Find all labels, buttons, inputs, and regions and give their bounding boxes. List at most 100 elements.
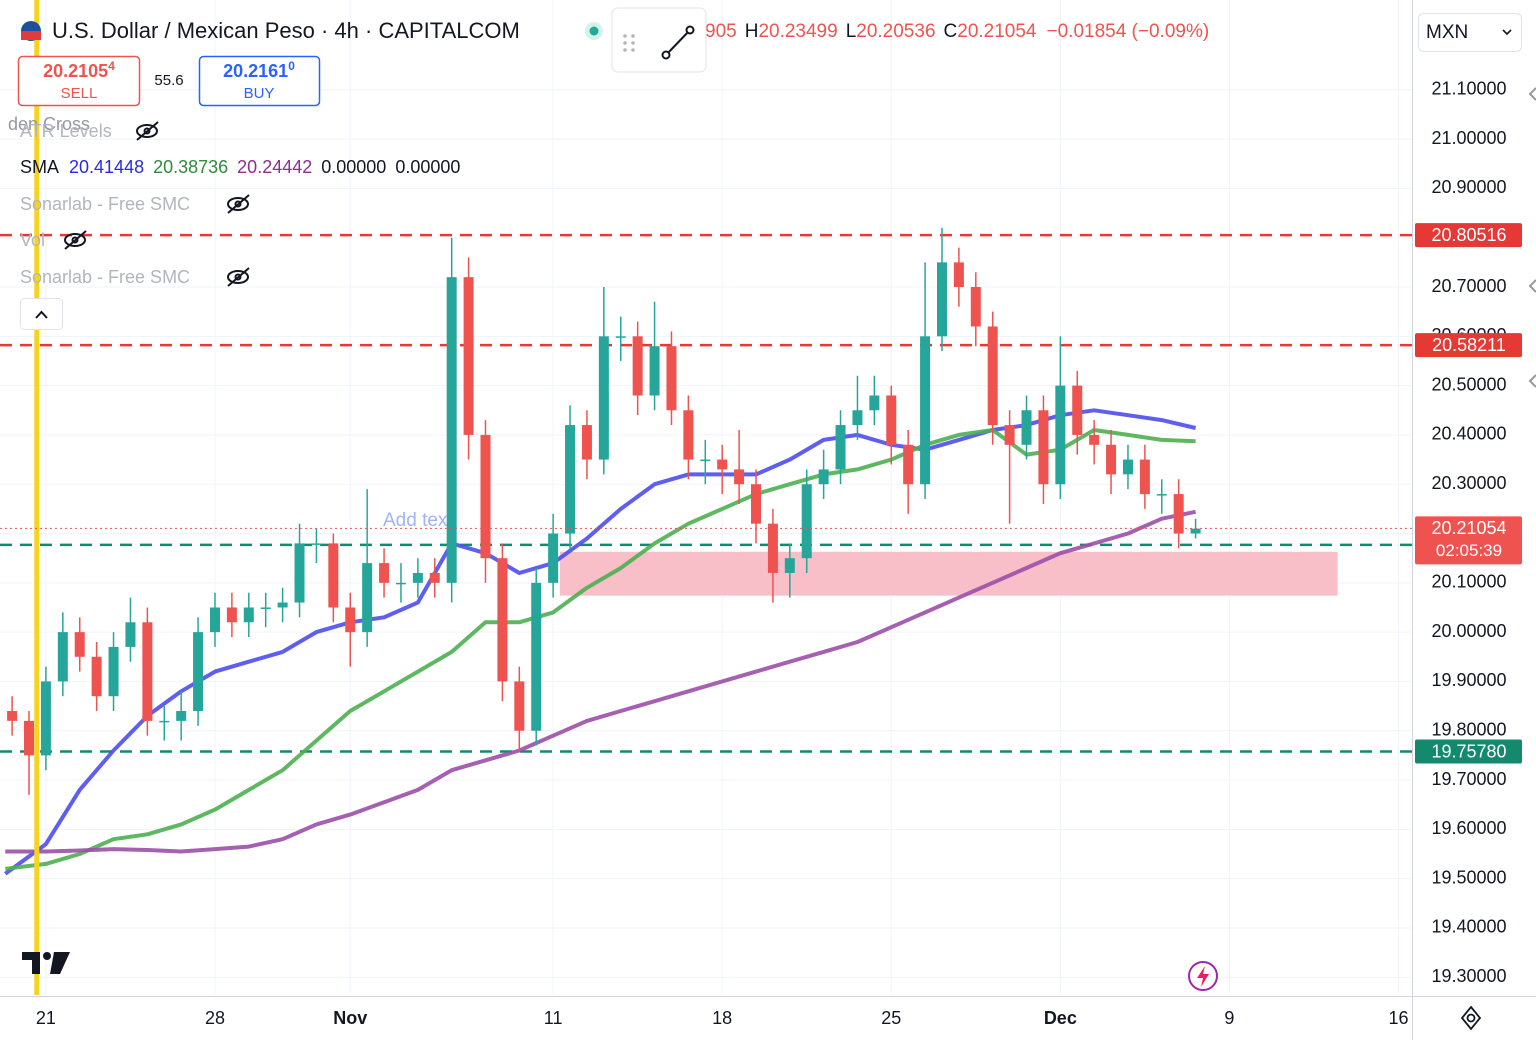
candle-body xyxy=(717,459,728,470)
buy-label[interactable]: BUY xyxy=(244,85,275,102)
support-zone xyxy=(559,551,1338,596)
x-tick-label: 21 xyxy=(36,1008,56,1028)
buy-button[interactable]: 20.21610 BUY xyxy=(198,55,321,107)
sell-price-main[interactable]: 20.2105 xyxy=(43,61,108,81)
sma-line xyxy=(4,408,1197,876)
candle-body xyxy=(480,434,491,559)
indicator-name[interactable]: Sonarlab - Free SMC xyxy=(20,194,190,214)
candle-body xyxy=(24,720,35,756)
y-tick-label: 19.30000 xyxy=(1431,966,1506,986)
scroll-arrow[interactable] xyxy=(1528,87,1536,101)
indicator-name[interactable]: Sonarlab - Free SMC xyxy=(20,267,190,287)
candle-body xyxy=(869,395,880,411)
candle-body xyxy=(1190,528,1201,534)
time-axis-bg xyxy=(0,996,1536,1040)
drag-handle[interactable] xyxy=(623,34,635,52)
scroll-arrow[interactable] xyxy=(1528,374,1536,388)
level-label-box xyxy=(1415,333,1522,358)
plot-area: Add text xyxy=(0,0,1412,995)
hidden-icon[interactable] xyxy=(136,121,159,141)
y-tick-label: 21.00000 xyxy=(1431,128,1506,148)
x-tick-label: 9 xyxy=(1224,1008,1234,1028)
sell-price-pip[interactable]: 4 xyxy=(108,59,115,73)
candle-body xyxy=(209,607,220,633)
current-price-label: 20.21054 xyxy=(1431,518,1506,538)
indicator-name[interactable]: SMA xyxy=(20,157,59,177)
candle-body xyxy=(514,681,525,731)
sma-line xyxy=(5,428,1196,871)
y-tick-label: 20.70000 xyxy=(1431,276,1506,296)
drawing-toolbar[interactable] xyxy=(611,7,707,73)
candle-body xyxy=(835,425,846,470)
candle-body xyxy=(531,582,542,731)
indicator-name[interactable]: Vol xyxy=(20,230,45,250)
y-tick-label: 19.40000 xyxy=(1431,917,1506,937)
indicator-name[interactable]: den Cross xyxy=(8,114,90,134)
level-label: 20.80516 xyxy=(1431,225,1506,245)
candle-body xyxy=(1122,459,1133,475)
ohlc-low-label: L xyxy=(846,21,857,42)
sell-label[interactable]: SELL xyxy=(61,85,98,102)
candle-body xyxy=(1038,410,1049,485)
candle-body xyxy=(751,484,762,524)
collapse-chevron[interactable] xyxy=(35,310,48,319)
sell-button[interactable]: 20.21054 SELL xyxy=(17,55,141,107)
sell-box[interactable] xyxy=(17,55,141,107)
currency-selector[interactable]: MXN xyxy=(1418,13,1522,52)
candle-body xyxy=(176,711,187,721)
countdown: 02:05:39 xyxy=(1436,541,1502,560)
buy-price-main[interactable]: 20.2161 xyxy=(223,61,288,81)
alert-icon[interactable] xyxy=(1188,961,1218,991)
collapse-button[interactable] xyxy=(20,298,63,330)
toolbar-box[interactable] xyxy=(611,7,707,73)
x-tick-label: 28 xyxy=(205,1008,225,1028)
dropdown-arrow[interactable] xyxy=(1502,29,1512,36)
candle-body xyxy=(1106,444,1117,475)
sma-legend[interactable]: SMA 20.41448 20.38736 20.24442 0.00000 0.0000… xyxy=(20,157,460,177)
ohlc: 905 H20.23499 L20.20536 C20.21054 −0.01854 (… xyxy=(705,21,1209,42)
candle-body xyxy=(260,607,271,609)
candle-body xyxy=(311,543,322,545)
trend-line-icon[interactable] xyxy=(665,29,691,56)
sell-price[interactable]: 20.21054 xyxy=(43,59,115,81)
candle-body xyxy=(1173,494,1184,534)
trend-line-handle[interactable] xyxy=(685,25,695,35)
settings-icon[interactable] xyxy=(1460,1005,1482,1031)
buy-box[interactable] xyxy=(198,55,321,107)
candle-body xyxy=(1072,385,1083,435)
x-tick-label: 16 xyxy=(1388,1008,1408,1028)
candle-body xyxy=(700,459,711,462)
currency[interactable]: MXN xyxy=(1426,22,1468,43)
y-tick-label: 19.70000 xyxy=(1431,769,1506,789)
hidden-icon[interactable] xyxy=(227,194,250,214)
candle-body xyxy=(649,346,660,396)
candle-body xyxy=(801,484,812,559)
y-tick-label: 19.50000 xyxy=(1431,867,1506,887)
candle-body xyxy=(193,632,204,712)
y-tick-label: 21.10000 xyxy=(1431,79,1506,99)
collapse-box[interactable] xyxy=(20,298,63,330)
candle-body xyxy=(463,277,474,435)
trend-line-handle[interactable] xyxy=(661,50,671,60)
buy-price-pip[interactable]: 0 xyxy=(288,59,295,73)
candle-body xyxy=(818,469,829,485)
hidden-icon[interactable] xyxy=(64,230,87,250)
ohlc-change: −0.01854 (−0.09%) xyxy=(1047,21,1210,42)
candle-body xyxy=(903,444,914,485)
scroll-arrow[interactable] xyxy=(1528,279,1536,293)
candle-body xyxy=(734,469,745,485)
indicator-name[interactable]: ATR Levels xyxy=(20,121,112,141)
candle-body xyxy=(446,277,457,583)
ohlc-high: 20.23499 xyxy=(758,21,837,42)
candle-body xyxy=(294,543,305,603)
currency-box[interactable] xyxy=(1418,13,1522,52)
candle-body xyxy=(362,563,373,633)
level-label: 20.58211 xyxy=(1432,335,1506,355)
buy-price[interactable]: 20.21610 xyxy=(223,59,295,81)
hidden-icon[interactable] xyxy=(227,267,250,287)
candle-body xyxy=(91,656,102,697)
candle-body xyxy=(412,572,423,583)
candle-body xyxy=(345,607,356,633)
candle-body xyxy=(632,336,643,396)
candle-body xyxy=(920,336,931,485)
